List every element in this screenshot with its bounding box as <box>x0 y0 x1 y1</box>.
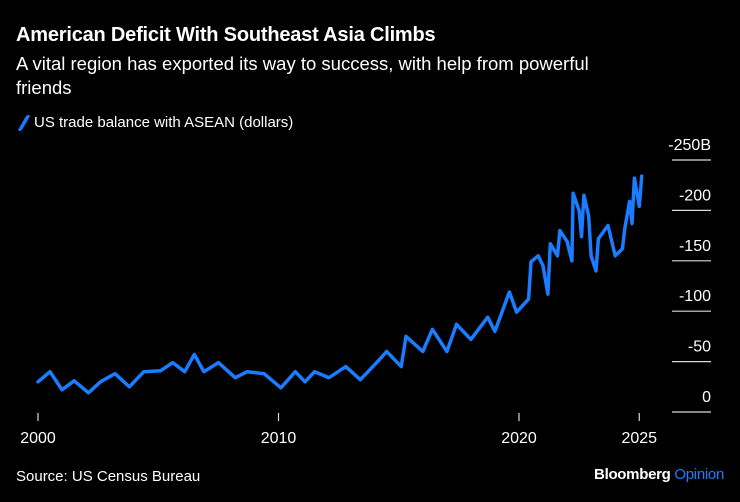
brand-suffix: Opinion <box>674 466 724 483</box>
y-tick-label: -100 <box>679 288 711 305</box>
chart-title: American Deficit With Southeast Asia Cli… <box>16 24 436 46</box>
x-tick-label: 2000 <box>20 430 56 447</box>
y-tick-label: -200 <box>679 187 711 204</box>
x-tick-label: 2020 <box>501 430 537 447</box>
brand-name: Bloomberg <box>594 466 671 483</box>
legend: US trade balance with ASEAN (dollars) <box>16 114 293 131</box>
y-tick-label: -150 <box>679 238 711 255</box>
brand-logo: Bloomberg Opinion <box>594 466 724 483</box>
series-line <box>36 174 644 395</box>
y-tick-label: 0 <box>702 389 711 406</box>
x-tick-label: 2010 <box>261 430 297 447</box>
x-tick-label: 2025 <box>621 430 657 447</box>
y-tick-label: -50 <box>688 339 711 356</box>
chart-subtitle: A vital region has exported its way to s… <box>16 53 589 98</box>
legend-label: US trade balance with ASEAN (dollars) <box>34 114 294 131</box>
source-note: Source: US Census Bureau <box>16 468 201 485</box>
y-tick-label: -250B <box>668 137 711 154</box>
